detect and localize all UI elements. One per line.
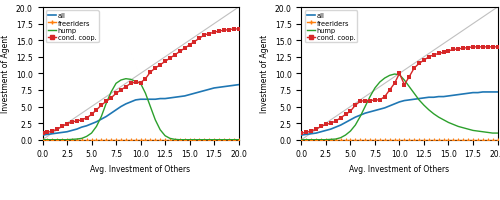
Y-axis label: Investment of Agent: Investment of Agent bbox=[260, 35, 269, 113]
X-axis label: Avg. Investment of Others: Avg. Investment of Others bbox=[350, 164, 450, 173]
Legend: all, freeriders, hump, cond. coop.: all, freeriders, hump, cond. coop. bbox=[46, 11, 98, 43]
X-axis label: Avg. Investment of Others: Avg. Investment of Others bbox=[90, 164, 190, 173]
Legend: all, freeriders, hump, cond. coop.: all, freeriders, hump, cond. coop. bbox=[304, 11, 358, 43]
Y-axis label: Investment of Agent: Investment of Agent bbox=[2, 35, 11, 113]
